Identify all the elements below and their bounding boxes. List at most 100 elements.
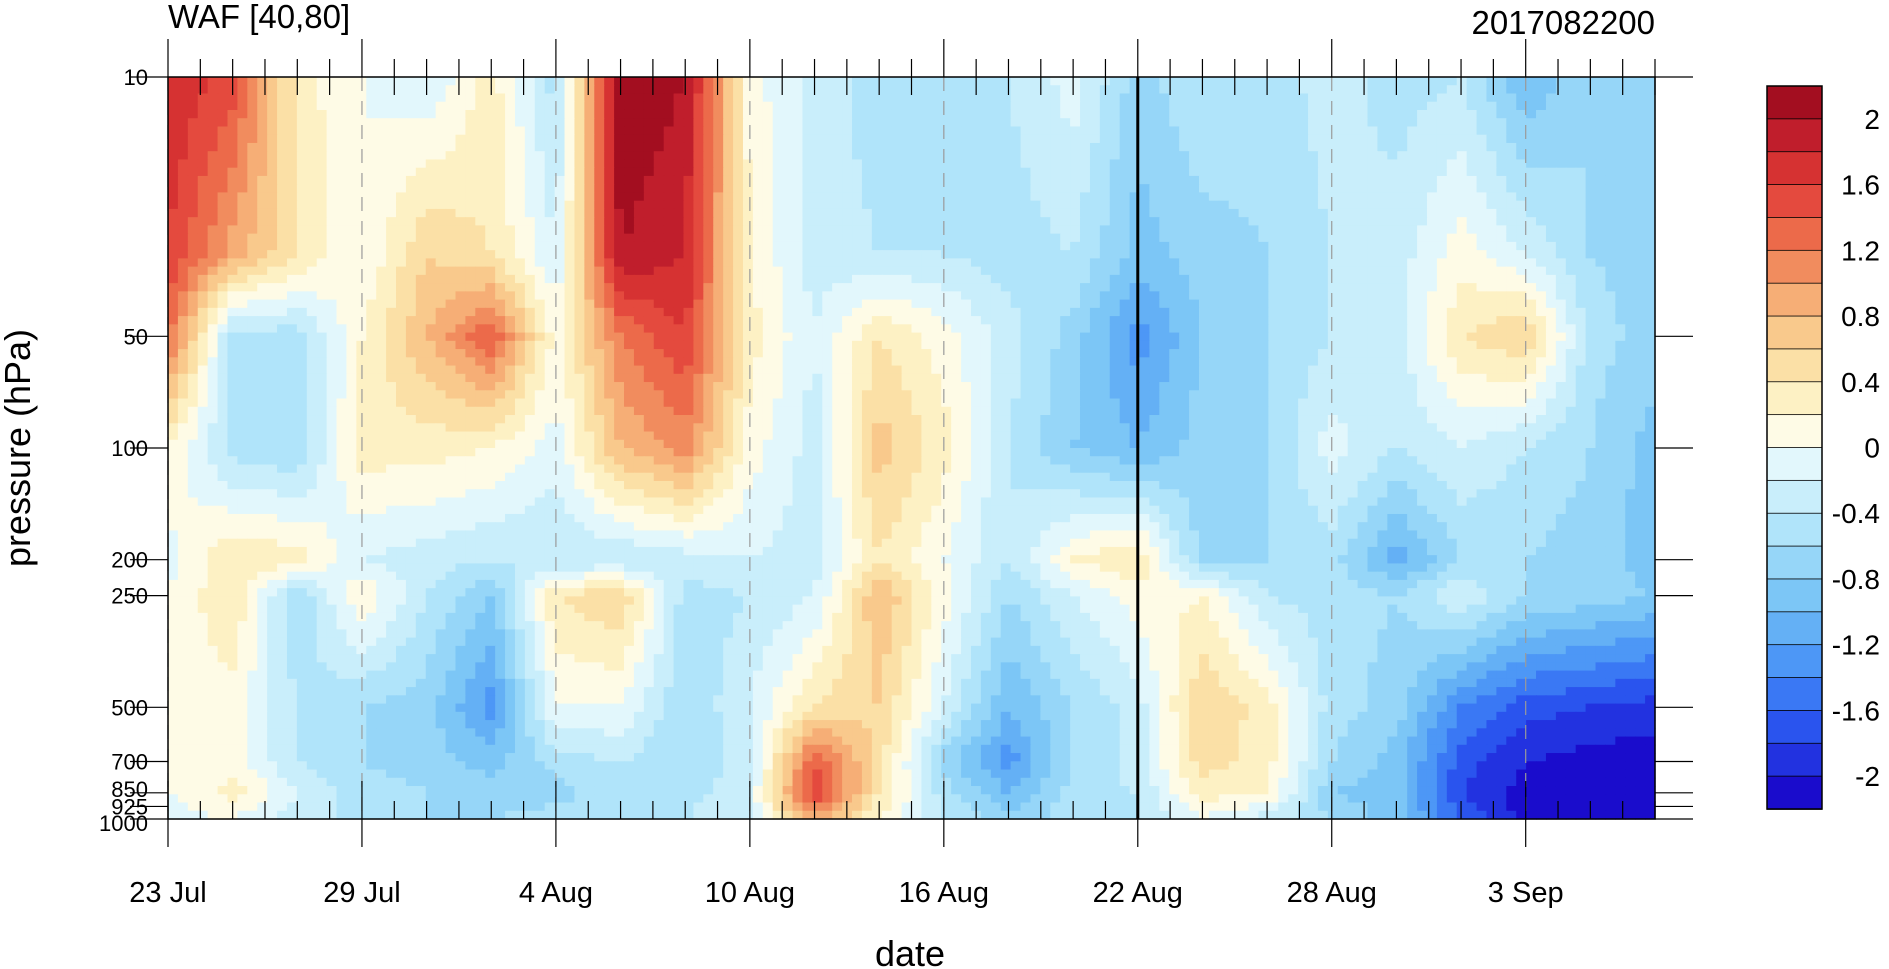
heat-cell: [1110, 168, 1121, 177]
heat-cell: [1348, 201, 1359, 210]
heat-cell: [1021, 135, 1032, 144]
heat-cell: [1199, 176, 1210, 185]
heat-cell: [515, 349, 526, 358]
heat-cell: [1080, 143, 1091, 152]
heat-cell: [386, 324, 397, 333]
heat-cell: [802, 324, 813, 333]
heat-cell: [307, 110, 318, 119]
heat-cell: [1546, 176, 1557, 185]
heat-cell: [227, 184, 238, 193]
heat-cell: [1298, 225, 1309, 234]
heat-cell: [1526, 300, 1537, 309]
heat-cell: [1090, 333, 1101, 342]
heat-cell: [1209, 225, 1220, 234]
heat-cell: [1467, 333, 1478, 342]
heat-cell: [1586, 102, 1597, 111]
heat-cell: [1536, 135, 1547, 144]
heat-cell: [465, 192, 476, 201]
heat-cell: [1596, 85, 1607, 94]
heat-cell: [654, 159, 665, 168]
heat-cell: [1368, 225, 1379, 234]
heat-cell: [882, 275, 893, 284]
heat-cell: [1149, 341, 1160, 350]
heat-cell: [505, 184, 516, 193]
heat-cell: [812, 151, 823, 160]
heat-cell: [951, 85, 962, 94]
heat-cell: [1605, 341, 1616, 350]
heat-cell: [1358, 234, 1369, 243]
heat-cell: [1229, 184, 1240, 193]
heat-cell: [376, 126, 387, 135]
heat-cell: [465, 85, 476, 94]
heat-cell: [664, 135, 675, 144]
heat-cell: [812, 209, 823, 218]
heat-cell: [753, 283, 764, 292]
heat-cell: [644, 324, 655, 333]
heat-cell: [1239, 77, 1250, 86]
heat-cell: [297, 341, 308, 350]
heat-cell: [237, 324, 248, 333]
heat-cell: [1090, 93, 1101, 102]
heat-cell: [1417, 324, 1428, 333]
heat-cell: [277, 201, 288, 210]
heat-cell: [317, 209, 328, 218]
heat-cell: [842, 217, 853, 226]
heat-cell: [644, 316, 655, 325]
heat-cell: [446, 349, 457, 358]
heat-cell: [297, 275, 308, 284]
heat-cell: [267, 267, 278, 276]
heat-cell: [327, 118, 338, 127]
heat-cell: [1328, 77, 1339, 86]
heat-cell: [267, 275, 278, 284]
heat-cell: [178, 77, 189, 86]
heat-cell: [1011, 242, 1022, 251]
heat-cell: [1219, 234, 1230, 243]
heat-cell: [1576, 291, 1587, 300]
heat-cell: [1486, 234, 1497, 243]
heat-cell: [1140, 192, 1151, 201]
heat-cell: [1209, 341, 1220, 350]
heat-cell: [416, 225, 427, 234]
heat-cell: [703, 217, 714, 226]
heat-cell: [376, 168, 387, 177]
heat-cell: [594, 209, 605, 218]
heat-cell: [1457, 118, 1468, 127]
heat-cell: [1377, 234, 1388, 243]
heat-cell: [1110, 308, 1121, 317]
heat-cell: [1358, 316, 1369, 325]
heat-cell: [1496, 93, 1507, 102]
heat-cell: [1179, 135, 1190, 144]
heat-cell: [912, 291, 923, 300]
heat-cell: [1536, 176, 1547, 185]
heat-cell: [1268, 225, 1279, 234]
heat-cell: [594, 324, 605, 333]
heat-cell: [604, 333, 615, 342]
heat-cell: [495, 341, 506, 350]
heat-cell: [1070, 126, 1081, 135]
heat-cell: [1140, 209, 1151, 218]
heat-cell: [1615, 283, 1626, 292]
heat-cell: [1229, 234, 1240, 243]
heat-cell: [1387, 267, 1398, 276]
heat-cell: [1447, 110, 1458, 119]
heat-cell: [1457, 159, 1468, 168]
heat-cell: [961, 143, 972, 152]
heat-cell: [1467, 250, 1478, 259]
heat-cell: [1140, 234, 1151, 243]
heat-cell: [921, 93, 932, 102]
heat-cell: [931, 209, 942, 218]
heat-cell: [753, 135, 764, 144]
heat-cell: [1457, 267, 1468, 276]
heat-cell: [1526, 316, 1537, 325]
heat-cell: [376, 209, 387, 218]
heat-cell: [277, 333, 288, 342]
heat-cell: [346, 316, 357, 325]
heat-cell: [733, 143, 744, 152]
heat-cell: [822, 126, 833, 135]
heat-cell: [961, 85, 972, 94]
heat-cell: [812, 168, 823, 177]
heat-cell: [1050, 201, 1061, 210]
heat-cell: [1021, 258, 1032, 267]
heat-cell: [1179, 102, 1190, 111]
heat-cell: [237, 275, 248, 284]
